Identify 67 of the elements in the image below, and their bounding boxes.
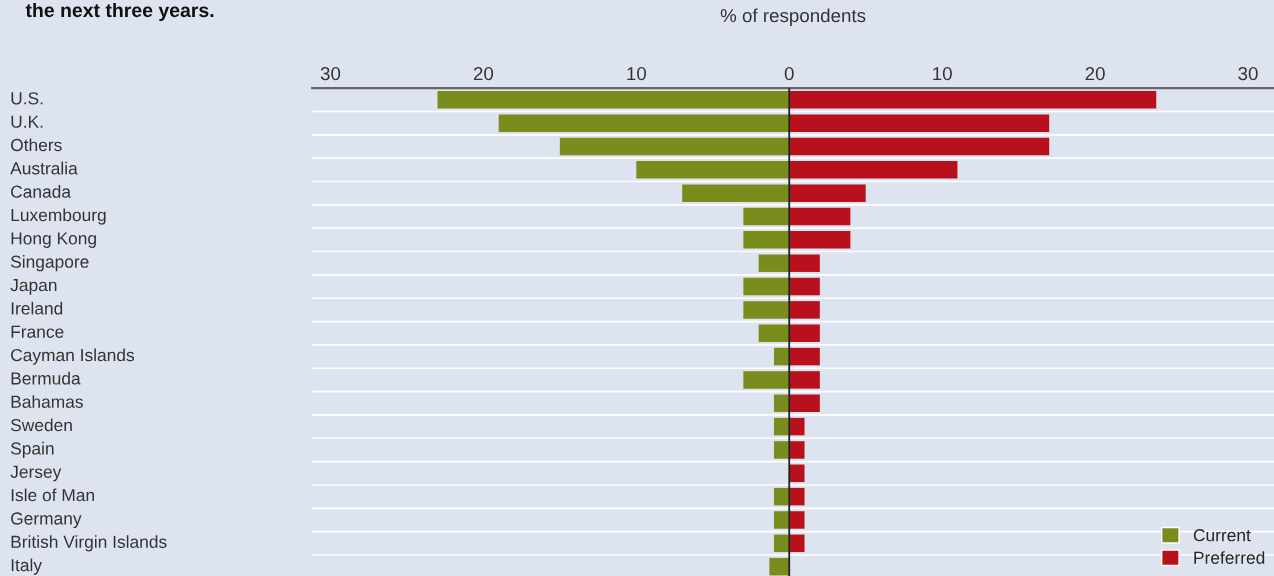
y-tick-label: Japan xyxy=(10,279,57,295)
bar xyxy=(743,207,790,226)
x-tick-label: 30 xyxy=(1238,66,1258,81)
bar xyxy=(636,161,790,179)
y-tick-label: Hong Kong xyxy=(11,232,96,248)
bar xyxy=(498,114,790,132)
bar xyxy=(789,301,820,319)
legend-label: Preferred xyxy=(1194,551,1265,564)
bar xyxy=(789,487,805,506)
bar xyxy=(682,184,790,202)
x-tick-label: 0 xyxy=(784,66,794,81)
bar xyxy=(789,324,820,342)
bar xyxy=(789,184,866,202)
bar xyxy=(789,91,1157,109)
y-tick-label: British Virgin Islands xyxy=(11,535,167,552)
x-tick-label: 10 xyxy=(933,66,952,81)
bar xyxy=(789,464,805,483)
bar xyxy=(789,277,820,296)
bar xyxy=(789,417,805,436)
x-tick-label: 20 xyxy=(473,66,494,81)
y-tick-label: Singapore xyxy=(10,255,89,272)
y-tick-label: Isle of Man xyxy=(11,488,94,502)
bar xyxy=(789,254,820,272)
bar xyxy=(789,207,851,226)
bar xyxy=(789,231,851,249)
bar xyxy=(559,137,790,156)
bar xyxy=(789,161,958,179)
y-tick-label: Spain xyxy=(10,441,54,459)
y-tick-label: Luxembourg xyxy=(11,208,106,225)
y-tick-label: Sweden xyxy=(10,418,72,432)
bar xyxy=(789,511,805,529)
bar xyxy=(789,441,805,459)
bar xyxy=(789,394,820,413)
y-tick-label: Others xyxy=(11,138,62,152)
y-tick-label: Germany xyxy=(11,512,82,529)
x-axis-title: % of respondents xyxy=(720,8,866,26)
y-tick-label: Bahamas xyxy=(11,395,83,408)
y-tick-label: Bermuda xyxy=(11,371,81,385)
y-tick-label: U.K. xyxy=(11,115,43,128)
x-tick-label: 30 xyxy=(320,66,341,81)
bar xyxy=(789,347,820,366)
y-tick-label: Australia xyxy=(10,161,78,175)
x-tick-label: 10 xyxy=(627,66,647,81)
bar xyxy=(743,301,790,319)
y-tick-label: Ireland xyxy=(11,301,63,315)
y-tick-label: U.S. xyxy=(11,92,43,105)
text: the next three years. xyxy=(25,2,214,22)
y-tick-label: Canada xyxy=(11,185,72,198)
bar xyxy=(743,371,790,389)
bar xyxy=(789,137,1050,156)
x-tick-label: 20 xyxy=(1085,66,1105,81)
bar xyxy=(758,324,790,342)
bar xyxy=(789,114,1050,132)
bar xyxy=(743,231,790,249)
y-tick-label: Italy xyxy=(11,558,42,575)
bar xyxy=(769,557,790,576)
y-tick-label: France xyxy=(11,325,64,338)
bar xyxy=(758,254,790,272)
legend-label: Current xyxy=(1193,529,1251,542)
bar xyxy=(773,511,790,529)
bar xyxy=(789,371,820,389)
y-tick-label: Jersey xyxy=(10,465,62,482)
bar xyxy=(789,534,805,553)
bar xyxy=(437,91,790,109)
y-tick-label: Cayman Islands xyxy=(11,348,135,365)
bar xyxy=(773,441,790,459)
bar xyxy=(743,277,790,296)
